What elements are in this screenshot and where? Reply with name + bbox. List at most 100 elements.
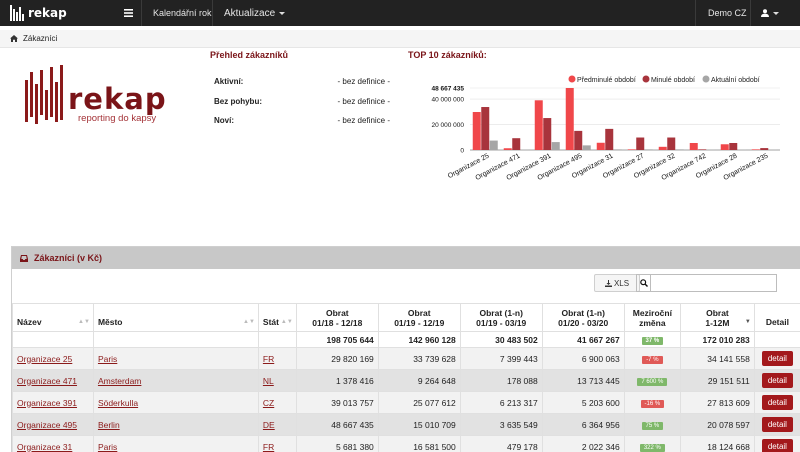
- turnover-2018: 5 681 380: [295, 435, 379, 452]
- turnover-q1-2019: 3 635 549: [459, 413, 543, 436]
- total-yoy-change: 37 %: [623, 331, 682, 348]
- search-icon: [637, 275, 651, 291]
- table-row[interactable]: Organizace 31 Paris FR 5 681 380 16 581 500 4…: [12, 435, 800, 452]
- table-header-row: Název ▲▼ Město ▲▼ Stát ▲▼ Obrat 01/18 - 12/1…: [12, 303, 800, 332]
- customer-name-link[interactable]: Organizace 31: [17, 441, 73, 452]
- nav-divider: [141, 0, 142, 26]
- bar: [472, 112, 481, 150]
- customer-name-link[interactable]: Organizace 495: [17, 419, 78, 430]
- turnover-12m: 34 141 558: [680, 347, 755, 370]
- bar: [534, 100, 543, 150]
- customer-name-cell: Organizace 391: [12, 391, 94, 414]
- customer-state-link[interactable]: NL: [262, 375, 274, 386]
- detail-button[interactable]: detail: [761, 373, 793, 388]
- nav-updates-label: Aktualizace: [224, 7, 276, 19]
- yoy-change: 75 %: [623, 413, 682, 436]
- breadcrumb: Zákazníci: [0, 30, 800, 48]
- legend-marker: [702, 75, 710, 83]
- yoy-change: -7 %: [623, 347, 682, 370]
- customer-state-link[interactable]: FR: [262, 353, 275, 364]
- customer-city-cell: Paris: [92, 347, 259, 370]
- detail-cell: detail: [753, 369, 800, 392]
- customer-city-cell: Berlin: [92, 413, 259, 436]
- nav-company[interactable]: Demo CZ: [708, 8, 747, 18]
- col-header-turnover-12m[interactable]: Obrat 1-12M ▼: [680, 303, 755, 332]
- bar: [551, 142, 560, 150]
- customer-city-cell: Paris: [92, 435, 259, 452]
- turnover-2019: 9 264 648: [377, 369, 461, 392]
- export-xls-button[interactable]: XLS: [594, 274, 640, 292]
- detail-button[interactable]: detail: [761, 417, 793, 432]
- overview-value: - bez definice -: [337, 97, 390, 106]
- customer-state-link[interactable]: CZ: [262, 397, 275, 408]
- bar: [565, 88, 574, 150]
- col-header-state[interactable]: Stát ▲▼: [257, 303, 297, 332]
- bar: [720, 144, 729, 150]
- nav-calendar-year[interactable]: Kalendářní rok: [153, 8, 212, 18]
- customer-name-link[interactable]: Organizace 25: [17, 353, 73, 364]
- customer-city-link[interactable]: Paris: [97, 353, 118, 364]
- customer-city-link[interactable]: Söderkulla: [97, 397, 139, 408]
- total-turnover-q1-2019: 30 483 502: [459, 331, 543, 348]
- col-header-name[interactable]: Název ▲▼: [12, 303, 94, 332]
- bar: [667, 137, 676, 150]
- customer-state-link[interactable]: DE: [262, 419, 275, 430]
- bar: [689, 142, 698, 150]
- col-header-turnover-2019[interactable]: Obrat 01/19 - 12/19: [377, 303, 461, 332]
- overview-label: Aktivní:: [214, 77, 244, 86]
- total-turnover-q1-2020: 41 667 267: [541, 331, 625, 348]
- search-input[interactable]: [651, 275, 776, 291]
- customer-city-link[interactable]: Amsterdam: [97, 375, 142, 386]
- col-header-city[interactable]: Město ▲▼: [92, 303, 259, 332]
- home-icon: [10, 35, 18, 42]
- bar: [658, 146, 667, 150]
- customers-panel: Zákazníci (v Kč) XLS Název ▲▼ Město ▲▼ Stá…: [11, 246, 800, 452]
- bar: [627, 149, 636, 150]
- col-header-yoy-change[interactable]: Meziroční změna: [623, 303, 682, 332]
- detail-button[interactable]: detail: [761, 351, 793, 366]
- bar: [729, 142, 738, 150]
- detail-cell: detail: [753, 413, 800, 436]
- overview-value: - bez definice -: [337, 116, 390, 125]
- bar: [698, 149, 707, 150]
- overview-row-idle: Bez pohybu: - bez definice -: [214, 97, 390, 106]
- customer-name-link[interactable]: Organizace 391: [17, 397, 78, 408]
- col-header-turnover-q1-2020[interactable]: Obrat (1-n) 01/20 - 03/20: [541, 303, 625, 332]
- customer-name-link[interactable]: Organizace 471: [17, 375, 78, 386]
- user-menu[interactable]: [761, 0, 779, 26]
- detail-button[interactable]: detail: [761, 439, 793, 452]
- turnover-q1-2019: 7 399 443: [459, 347, 543, 370]
- menu-icon[interactable]: [117, 0, 139, 26]
- yoy-change: -16 %: [623, 391, 682, 414]
- bar: [605, 128, 614, 150]
- user-icon: [761, 9, 769, 17]
- bar: [596, 142, 605, 150]
- detail-cell: detail: [753, 391, 800, 414]
- total-turnover-2019: 142 960 128: [377, 331, 461, 348]
- table-row[interactable]: Organizace 25 Paris FR 29 820 169 33 739 628…: [12, 347, 800, 370]
- table-row[interactable]: Organizace 391 Söderkulla CZ 39 013 757 25 0…: [12, 391, 800, 414]
- col-header-turnover-2018[interactable]: Obrat 01/18 - 12/18: [295, 303, 379, 332]
- detail-button[interactable]: detail: [761, 395, 793, 410]
- chart-title: TOP 10 zákazníků:: [408, 50, 487, 60]
- turnover-q1-2020: 6 364 956: [541, 413, 625, 436]
- customer-state-link[interactable]: FR: [262, 441, 275, 452]
- table-row[interactable]: Organizace 495 Berlin DE 48 667 435 15 010 7…: [12, 413, 800, 436]
- customer-city-link[interactable]: Berlin: [97, 419, 120, 430]
- customer-state-cell: FR: [257, 347, 297, 370]
- turnover-2018: 48 667 435: [295, 413, 379, 436]
- rekap-logo: rekap reporting do kapsy: [22, 62, 182, 132]
- legend-marker: [642, 75, 650, 83]
- totals-empty: [257, 331, 297, 348]
- nav-updates-dropdown[interactable]: Aktualizace: [224, 0, 286, 26]
- brand-logo[interactable]: rekap: [10, 4, 67, 22]
- bar: [574, 130, 583, 150]
- col-header-turnover-q1-2019[interactable]: Obrat (1-n) 01/19 - 03/19: [459, 303, 543, 332]
- search-box: [636, 274, 777, 292]
- yoy-change: 322 %: [623, 435, 682, 452]
- turnover-q1-2020: 2 022 346: [541, 435, 625, 452]
- table-row[interactable]: Organizace 471 Amsterdam NL 1 378 416 9 264 …: [12, 369, 800, 392]
- bar: [751, 149, 760, 150]
- status-badge: 322 %: [639, 444, 665, 452]
- customer-city-link[interactable]: Paris: [97, 441, 118, 452]
